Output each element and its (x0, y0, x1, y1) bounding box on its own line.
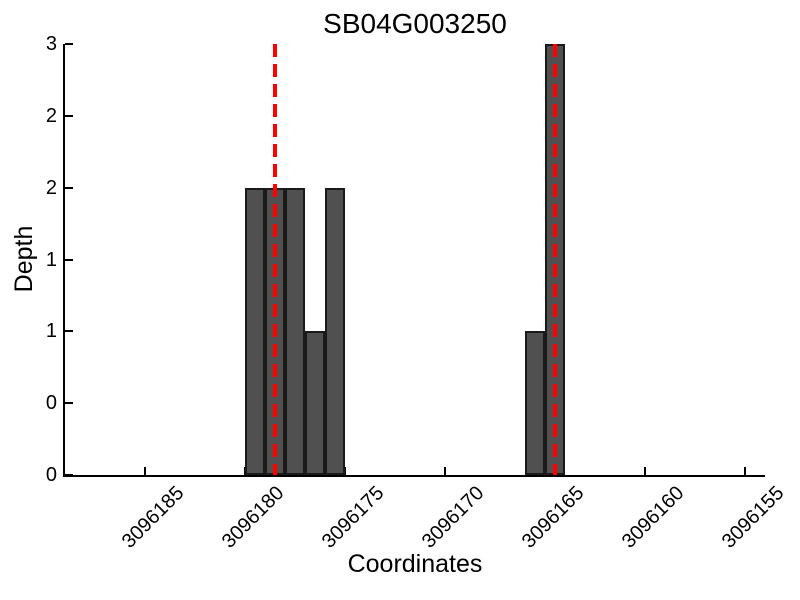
histogram-bar (305, 331, 325, 475)
x-tick-label: 3096180 (217, 482, 289, 553)
y-tick-mark (65, 114, 73, 117)
y-tick-label: 0 (45, 392, 57, 415)
x-tick-label: 3096155 (717, 482, 789, 553)
x-axis-label: Coordinates (347, 550, 483, 578)
y-tick-mark (65, 330, 73, 333)
y-tick-mark (65, 402, 73, 405)
y-tick-mark (65, 474, 73, 476)
x-tick-mark (444, 467, 446, 475)
chart-title: SB04G003250 (323, 8, 507, 39)
y-tick-label: 1 (45, 248, 57, 271)
y-tick-label: 3 (45, 33, 57, 55)
histogram-bar (285, 187, 305, 475)
y-tick-label: 0 (45, 464, 57, 486)
x-tick-label: 3096170 (417, 482, 489, 553)
x-tick-mark (744, 467, 746, 475)
x-tick-mark (144, 467, 146, 475)
x-tick-label: 3096175 (317, 482, 389, 553)
marker-vline (273, 44, 277, 475)
y-tick-mark (65, 258, 73, 261)
histogram-bar (245, 187, 265, 475)
x-tick-label: 3096185 (117, 482, 189, 553)
x-tick-mark (344, 467, 346, 475)
x-tick-label: 3096160 (617, 482, 689, 553)
y-tick-label: 2 (45, 176, 57, 199)
y-tick-mark (65, 43, 73, 45)
x-tick-label: 3096165 (517, 482, 589, 553)
y-tick-label: 2 (45, 104, 57, 127)
histogram-bar (325, 187, 345, 475)
y-tick-mark (65, 186, 73, 189)
y-tick-label: 1 (45, 320, 57, 343)
plot-area (63, 43, 765, 477)
marker-vline (553, 44, 557, 475)
histogram-bar (525, 331, 545, 475)
x-tick-mark (644, 467, 646, 475)
